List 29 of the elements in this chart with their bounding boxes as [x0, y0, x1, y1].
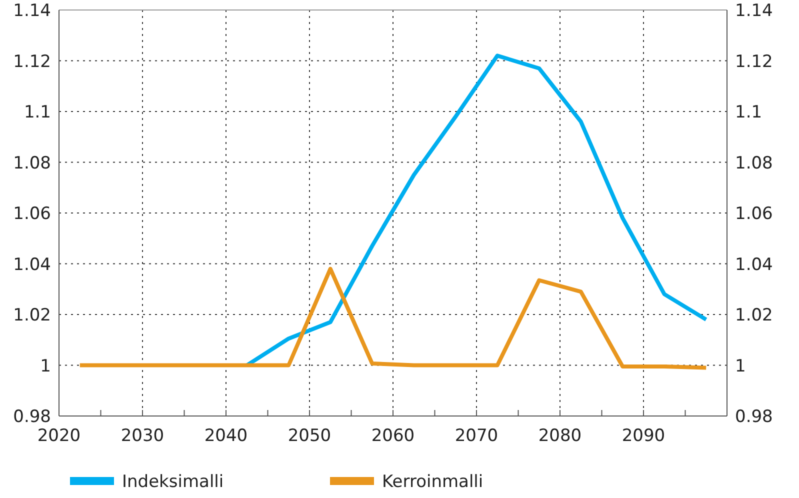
- y-tick-label: 0.98: [13, 407, 51, 427]
- legend-label: Kerroinmalli: [382, 472, 484, 492]
- x-tick-label: 2060: [371, 426, 415, 446]
- y2-tick-label: 1.02: [735, 306, 773, 326]
- y2-tick-label: 1.1: [735, 102, 762, 122]
- y-tick-label: 1.06: [13, 204, 51, 224]
- y-tick-label: 1.1: [24, 102, 51, 122]
- y2-tick-label: 1.14: [735, 1, 773, 21]
- line-series: [78, 266, 708, 370]
- y-tick-label: 1.14: [13, 1, 51, 21]
- y-tick-label: 1.04: [13, 254, 51, 275]
- y2-tick-label: 1.06: [735, 204, 773, 224]
- x-tick-label: 2050: [288, 426, 332, 446]
- y2-tick-label: 1.04: [735, 254, 773, 275]
- y2-tick-label: 1.08: [735, 153, 773, 174]
- y-tick-label: 1.08: [13, 153, 51, 174]
- legend-label: Indeksimalli: [122, 472, 224, 492]
- y2-tick-label: 0.98: [735, 407, 773, 427]
- x-tick-label: 2080: [538, 426, 582, 446]
- x-tick-label: 2020: [37, 426, 81, 446]
- y-tick-label: 1: [40, 356, 51, 376]
- x-tick-label: 2030: [120, 426, 164, 446]
- y2-tick-label: 1.12: [735, 52, 773, 72]
- x-tick-label: 2040: [204, 426, 248, 446]
- y-tick-label: 1.02: [13, 306, 51, 326]
- y-tick-label: 1.12: [13, 52, 51, 72]
- x-tick-label: 2090: [622, 426, 666, 446]
- y2-tick-label: 1: [735, 356, 746, 376]
- x-tick-label: 2070: [454, 426, 498, 446]
